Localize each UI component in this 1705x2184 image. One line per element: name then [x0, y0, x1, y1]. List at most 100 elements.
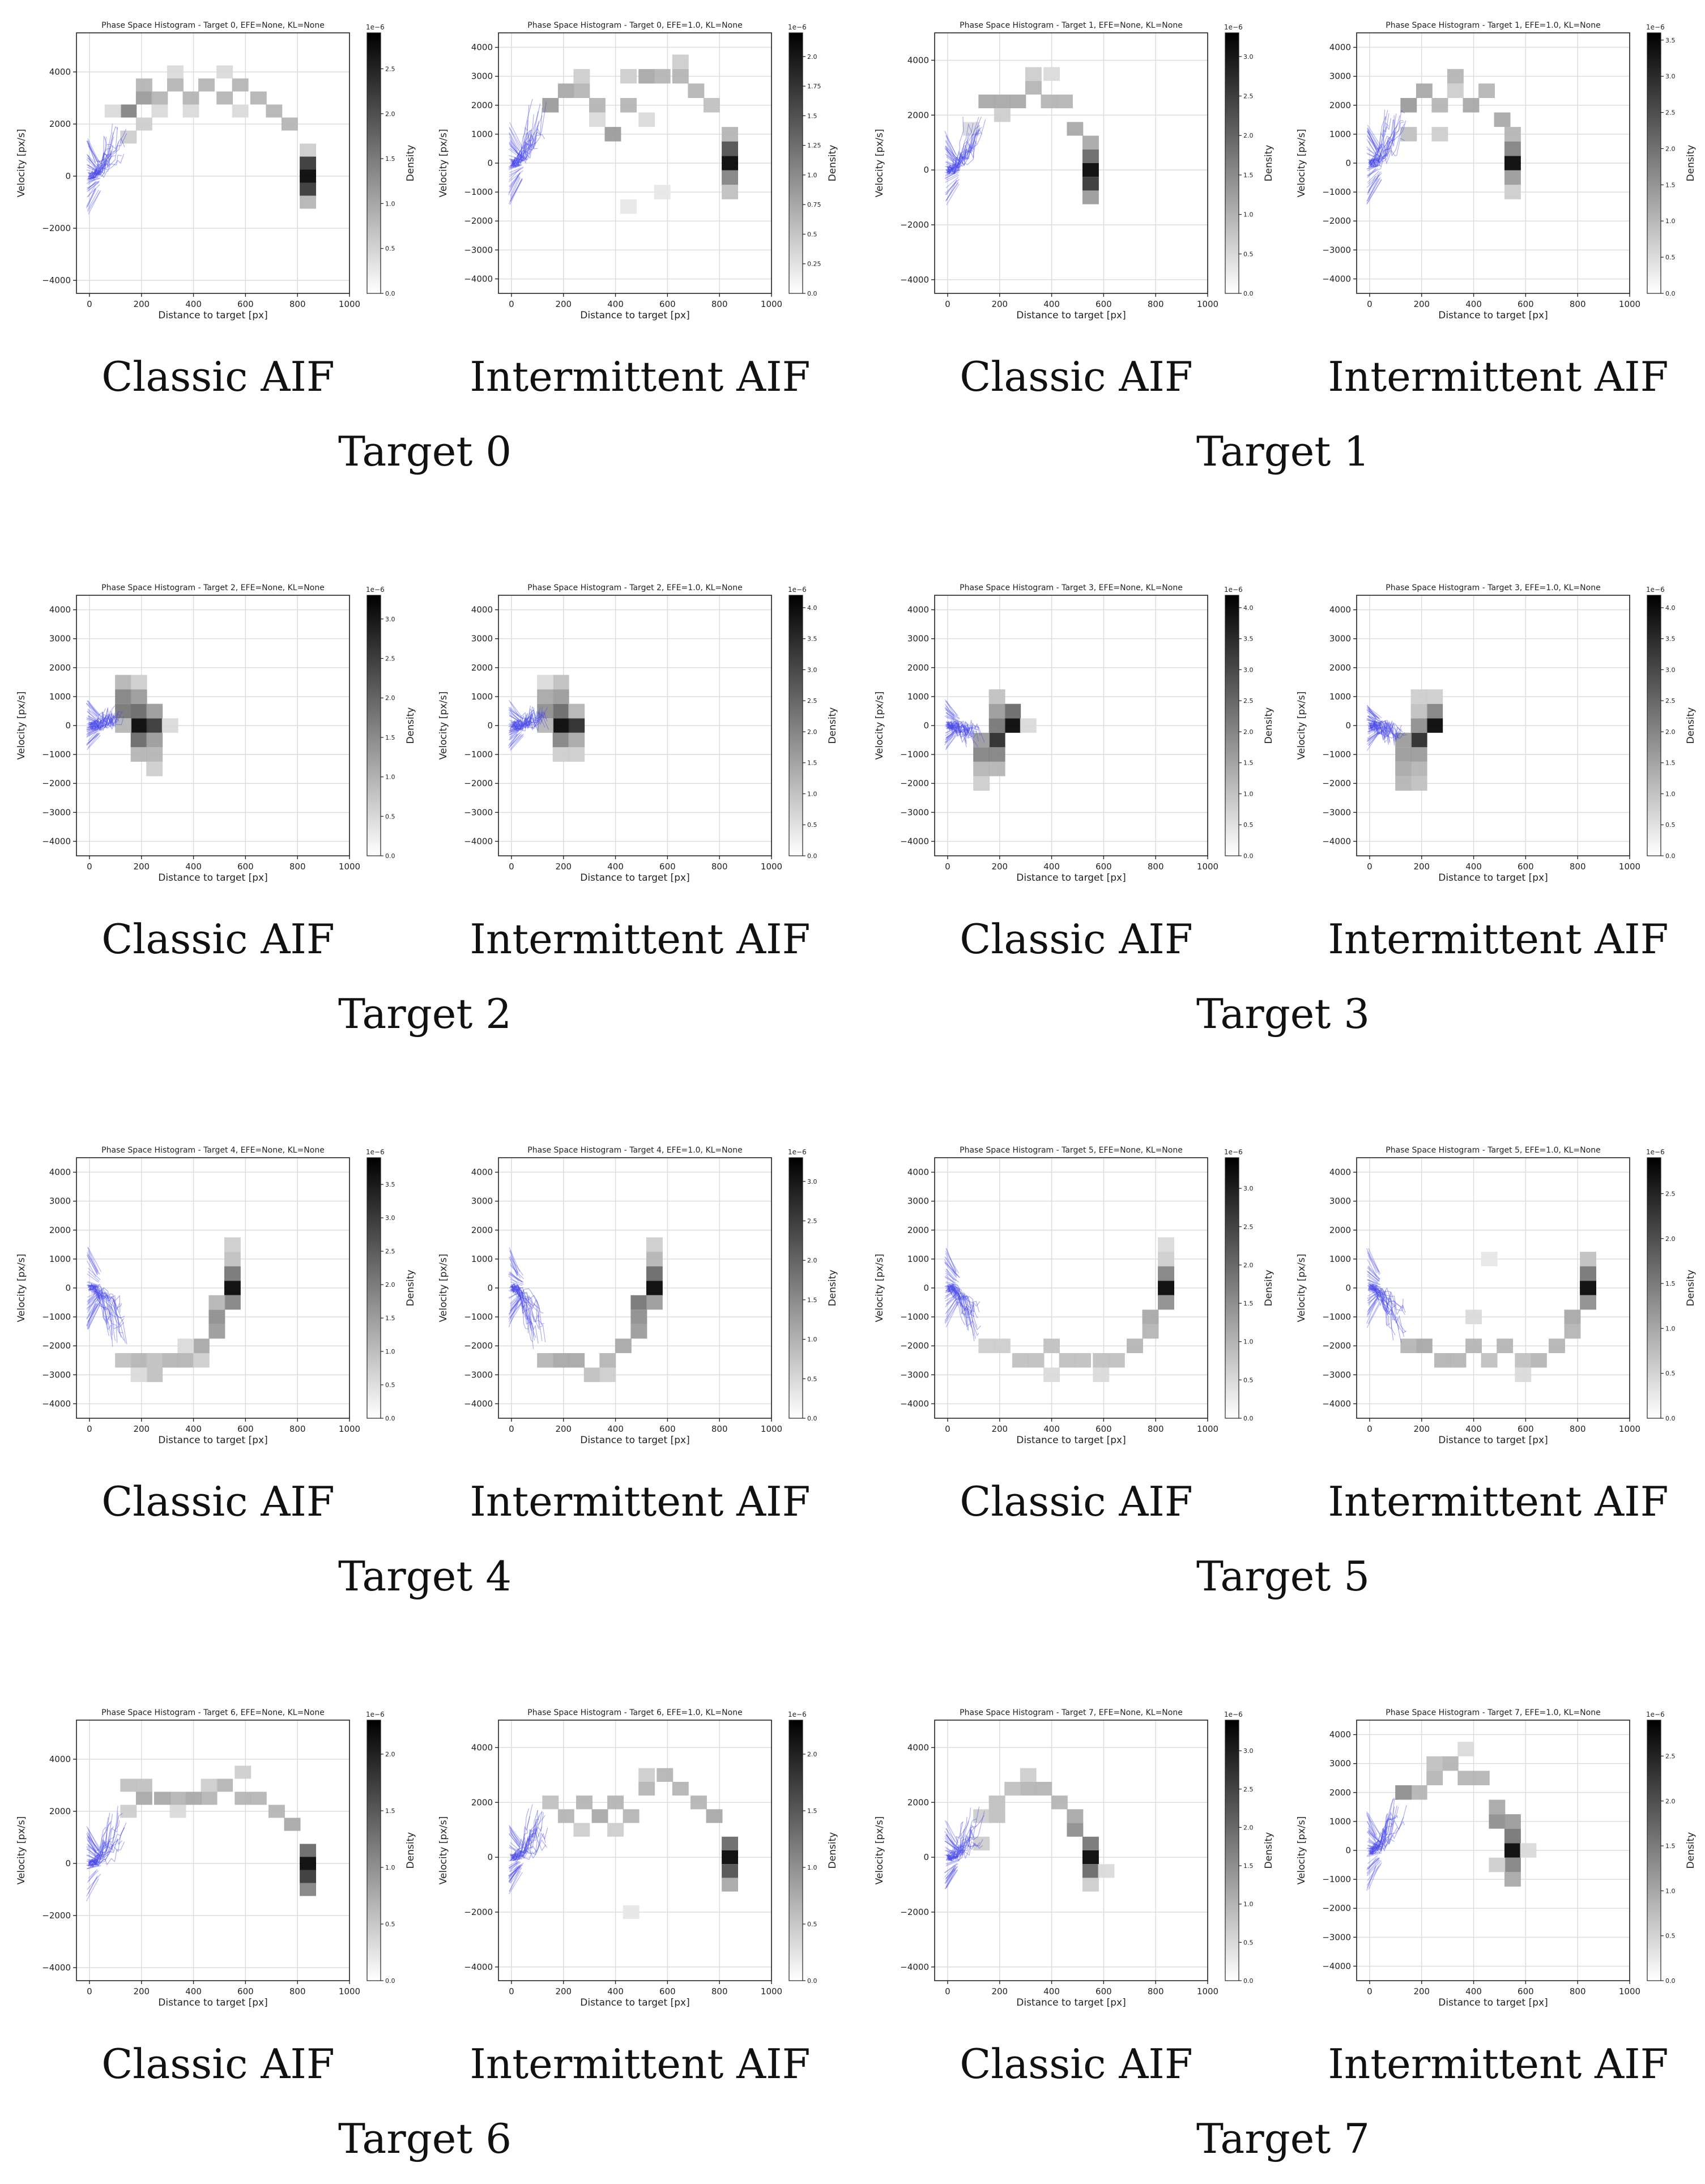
trajectory-line	[87, 1285, 100, 1287]
trajectory-line	[87, 155, 96, 168]
colorbar-tick-label: 2.5	[385, 1248, 395, 1255]
colorbar-label: Density	[405, 1270, 416, 1307]
trajectory-line	[87, 182, 99, 193]
trajectory-line	[1369, 1288, 1400, 1330]
trajectory-line	[508, 1291, 521, 1299]
trajectory-line	[87, 177, 96, 180]
trajectory-line	[88, 146, 110, 180]
y-tick-label: −4000	[42, 836, 71, 846]
trajectory-line	[511, 107, 543, 166]
y-tick-label: 2000	[49, 119, 71, 129]
trajectory-line	[945, 148, 959, 162]
histogram-cell	[722, 170, 739, 185]
trajectory-line	[89, 1839, 108, 1865]
trajectory-line	[510, 177, 521, 199]
trajectory-line	[87, 1291, 98, 1298]
chart-panel-10: 0 200 400 600 800 1000−4000−3000−2000−1000010…	[874, 1146, 1275, 1446]
trajectory-line	[945, 1865, 957, 1879]
x-tick-label: 0	[509, 1424, 514, 1434]
trajectory-line	[948, 721, 985, 743]
trajectory-line	[1366, 1860, 1382, 1876]
trajectory-line	[947, 1829, 965, 1861]
trajectory-line	[88, 155, 116, 179]
trajectory-line	[88, 708, 106, 729]
y-tick-label: 0	[65, 1858, 71, 1869]
histogram-cell	[722, 1850, 739, 1865]
trajectory-line	[509, 1296, 522, 1311]
trajectory-line	[944, 1863, 958, 1874]
trajectory-line	[1368, 720, 1378, 724]
trajectory-line	[86, 729, 97, 736]
y-tick-label: −3000	[900, 807, 929, 817]
histogram-cell	[1465, 1309, 1482, 1324]
histogram-cell	[1012, 1353, 1029, 1368]
y-tick-label: 0	[923, 720, 929, 731]
trajectory-line	[86, 717, 99, 723]
histogram-cell	[1478, 83, 1495, 98]
trajectory-line	[509, 708, 523, 719]
colorbar-tick-label: 4.0	[1665, 604, 1676, 612]
trajectory-line	[1368, 1285, 1397, 1309]
y-tick-label: 0	[1345, 720, 1351, 731]
x-tick-label: 200	[555, 1986, 572, 1997]
trajectory-line	[1369, 1287, 1406, 1315]
trajectory-line	[86, 1854, 99, 1861]
histogram-cell	[224, 1266, 241, 1281]
trajectory-line	[86, 1300, 102, 1320]
trajectory-line	[1367, 1845, 1380, 1849]
caption-target-2: Target 2	[338, 990, 512, 1038]
colorbar-tick-label: 0.5	[807, 1921, 817, 1928]
colorbar-tick-label: 1.0	[385, 774, 395, 781]
colorbar-tick-label: 1.0	[807, 1336, 817, 1343]
x-axis-label: Distance to target [px]	[580, 1997, 689, 2008]
histogram-cell	[630, 1295, 647, 1310]
y-tick-label: −1000	[42, 749, 71, 760]
histogram-cell	[300, 143, 317, 157]
histogram-cell	[537, 1353, 554, 1368]
trajectory-line	[509, 145, 521, 157]
trajectory-line	[509, 716, 535, 732]
trajectory-line	[87, 1835, 96, 1853]
y-axis-label: Velocity [px/s]	[16, 692, 27, 760]
y-tick-label: 2000	[907, 1225, 929, 1235]
histogram-cell	[1082, 163, 1099, 177]
trajectory-line	[86, 1839, 99, 1854]
trajectory-line	[1368, 1829, 1377, 1842]
trajectory-line	[944, 147, 956, 161]
y-tick-label: 1000	[907, 1254, 929, 1264]
trajectory-line	[1367, 1293, 1376, 1301]
histogram-cell	[542, 98, 559, 113]
histogram-cell	[167, 78, 184, 92]
y-tick-label: 0	[923, 165, 929, 175]
y-tick-label: 3000	[1329, 1196, 1351, 1206]
histogram-cell	[568, 703, 585, 719]
trajectory-line	[944, 1291, 954, 1299]
trajectory-line	[88, 1840, 111, 1867]
histogram-cell	[130, 732, 147, 748]
histogram-cell	[1450, 1353, 1467, 1368]
y-tick-label: 3000	[471, 634, 493, 644]
trajectory-line	[509, 723, 522, 726]
trajectory-line	[510, 132, 530, 167]
trajectory-line	[510, 1815, 540, 1861]
colorbar-exponent: 1e−6	[788, 1148, 807, 1156]
histogram-cell	[591, 1809, 608, 1823]
y-tick-label: 2000	[1329, 1225, 1351, 1235]
histogram-cell	[552, 1353, 569, 1368]
chart-title: Phase Space Histogram - Target 2, EFE=1.…	[527, 583, 742, 592]
trajectory-line	[86, 1826, 100, 1849]
colorbar	[788, 32, 803, 294]
trajectory-line	[87, 1294, 99, 1304]
trajectory-line	[1368, 137, 1379, 153]
trajectory-line	[88, 136, 106, 180]
trajectory-line	[89, 1284, 125, 1341]
colorbar-label: Density	[827, 707, 838, 744]
trajectory-line	[946, 721, 958, 724]
trajectory-line	[509, 1865, 521, 1877]
colorbar-label: Density	[827, 1270, 838, 1307]
trajectory-line	[89, 1842, 109, 1865]
colorbar	[1647, 32, 1661, 294]
trajectory-line	[86, 733, 100, 746]
histogram-cell	[573, 83, 590, 98]
colorbar-exponent: 1e−6	[1224, 1148, 1243, 1156]
